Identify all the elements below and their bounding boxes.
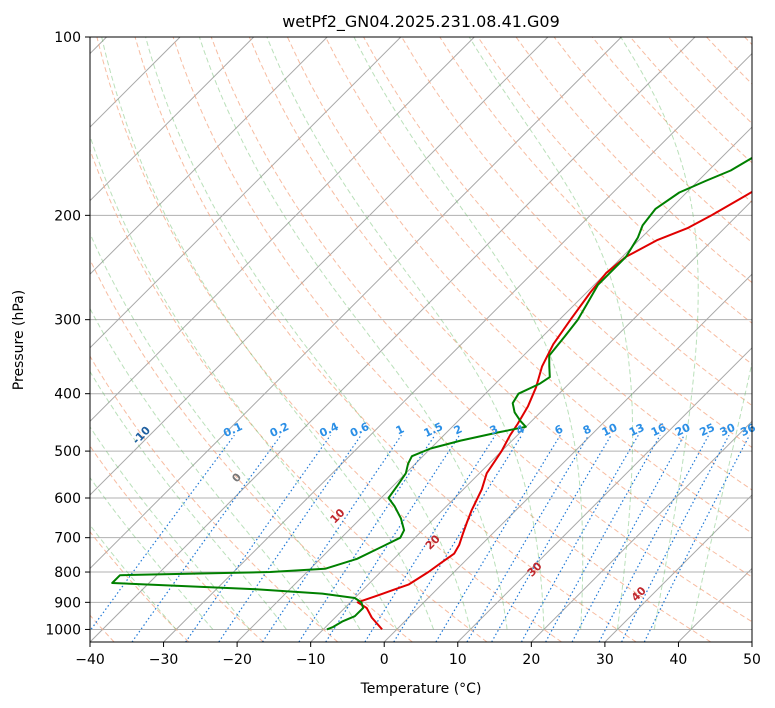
- dry-adiabat-line: [210, 37, 752, 623]
- y-tick-label: 800: [54, 565, 81, 581]
- moist-adiabat-line: [468, 37, 634, 630]
- mixing-ratio-line: [491, 434, 612, 642]
- y-tick-label: 400: [54, 387, 81, 403]
- plot-frame: [89, 36, 753, 643]
- mixing-ratio-line: [325, 434, 460, 642]
- dry-adiabat-line: [90, 148, 488, 642]
- dry-adiabat-line: [325, 37, 752, 491]
- mixing-ratio-label: 20: [673, 421, 693, 439]
- mixing-ratio-line: [435, 434, 561, 642]
- chart-ticks: −40 −30 −20 −10 0 10 20 30 40 50 1000 900 800 700 600 5…: [45, 30, 761, 668]
- moist-adiabat-line: [690, 360, 752, 630]
- mixing-ratio-line: [218, 434, 362, 642]
- x-tick-label: 0: [380, 652, 389, 668]
- mixing-ratio-label: 25: [698, 421, 717, 439]
- dry-adiabat-line: [90, 531, 190, 642]
- isotherm-line: [530, 420, 752, 642]
- moist-adiabat-line: [101, 37, 435, 630]
- isotherm-line: [383, 273, 752, 642]
- temperature-profile-line: [356, 190, 752, 631]
- mixing-ratio-line: [185, 434, 331, 642]
- dewpoint-profile-line: [111, 156, 752, 631]
- y-tick-label: 500: [54, 444, 81, 460]
- mixing-ratio-label: 16: [649, 421, 669, 439]
- mixing-ratio-line: [466, 434, 590, 642]
- isotherm-line: [90, 37, 255, 202]
- y-tick-label: 1000: [45, 622, 81, 638]
- chart-title: wetPf2_GN04.2025.231.08.41.G09: [282, 12, 560, 32]
- moist-adiabat-line: [620, 37, 699, 630]
- chart-series: [111, 156, 752, 631]
- isotherm-line: [90, 37, 402, 349]
- mixing-ratio-line: [643, 434, 751, 642]
- x-tick-label: −10: [296, 652, 326, 668]
- moist-adiabat-line: [353, 37, 584, 630]
- isotherm-line: [90, 37, 328, 275]
- y-tick-label: 900: [54, 595, 81, 611]
- moist-adiabat-line: [145, 37, 471, 630]
- isotherm-line: [90, 37, 696, 642]
- y-tick-label: 200: [54, 208, 81, 224]
- x-tick-label: 40: [670, 652, 688, 668]
- moist-adiabat-line: [90, 134, 398, 630]
- dry-adiabat-line: [134, 37, 637, 642]
- x-tick-label: 30: [596, 652, 614, 668]
- isotherm-line: [163, 52, 752, 642]
- y-tick-label: 300: [54, 313, 81, 329]
- x-tick-label: 10: [449, 652, 467, 668]
- isotherm-line: [457, 347, 752, 642]
- dry-adiabat-line: [515, 37, 752, 284]
- moist-adiabat-line: [266, 37, 545, 630]
- mixing-ratio-label: 30: [718, 421, 738, 439]
- y-axis-label: Pressure (hPa): [11, 290, 27, 390]
- dry-adiabat-line: [90, 355, 339, 642]
- chart-grid: [90, 37, 752, 642]
- x-tick-label: 20: [522, 652, 540, 668]
- dry-adiabat-line: [477, 37, 752, 324]
- dry-adiabat-line: [96, 37, 562, 642]
- dry-adiabat-line: [90, 445, 264, 642]
- x-tick-label: −20: [222, 652, 252, 668]
- isotherm-line: [90, 37, 549, 496]
- y-tick-label: 700: [54, 531, 81, 547]
- mixing-ratio-line: [545, 434, 661, 642]
- isotherm-line: [90, 37, 475, 423]
- x-tick-label: −40: [75, 652, 105, 668]
- mixing-ratio-label: 10: [600, 421, 620, 439]
- x-tick-label: 50: [743, 652, 761, 668]
- mixing-ratio-line: [393, 434, 523, 642]
- y-tick-label: 600: [54, 491, 81, 507]
- isotherm-line: [236, 126, 752, 642]
- mixing-ratio-line: [364, 434, 496, 642]
- moist-adiabat-line: [90, 232, 361, 630]
- mixing-ratio-line: [90, 434, 235, 632]
- dry-adiabat-line: [172, 37, 712, 642]
- moist-adiabat-line: [90, 307, 324, 630]
- isotherm-line: [604, 494, 752, 642]
- isotherm-line: [90, 37, 622, 570]
- mixing-ratio-line: [621, 434, 730, 642]
- mixing-ratio-line: [520, 434, 639, 642]
- x-tick-label: −30: [149, 652, 179, 668]
- mixing-ratio-line: [571, 434, 685, 642]
- y-tick-label: 100: [54, 30, 81, 46]
- moist-adiabat-line: [198, 37, 508, 630]
- mixing-ratio-label: 13: [627, 421, 646, 439]
- mixing-ratio-label: 36: [738, 421, 758, 439]
- dry-adiabat-line: [248, 37, 752, 578]
- x-axis-label: Temperature (°C): [360, 681, 482, 697]
